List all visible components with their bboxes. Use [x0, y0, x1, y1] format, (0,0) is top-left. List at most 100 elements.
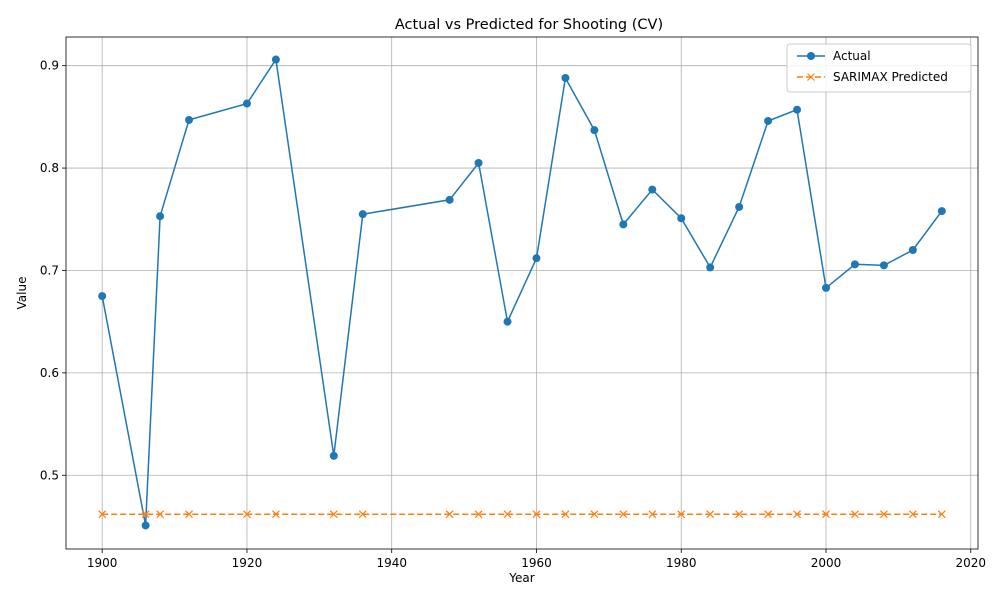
data-point-sarimax-predicted [561, 510, 570, 519]
x-marker-stroke [503, 510, 512, 519]
data-point-sarimax-predicted [793, 510, 801, 519]
x-marker-stroke [851, 510, 859, 519]
x-marker-stroke [271, 510, 280, 519]
data-point-sarimax-predicted [706, 510, 715, 519]
data-point-actual [619, 220, 628, 229]
data-point-sarimax-predicted [185, 510, 193, 519]
legend-marker-actual [807, 52, 815, 60]
data-point-actual [474, 158, 483, 167]
data-point-actual [822, 283, 830, 292]
x-marker-stroke [706, 510, 715, 519]
legend-x-stroke [807, 73, 815, 81]
data-point-actual [185, 115, 194, 124]
data-point-sarimax-predicted [503, 510, 512, 519]
x-marker-stroke [329, 510, 338, 519]
x-marker-stroke [677, 510, 686, 519]
data-point-actual [879, 261, 888, 270]
series-actual [98, 55, 946, 530]
x-marker-stroke [879, 510, 888, 519]
series-sarimax-predicted [98, 510, 946, 519]
x-marker-stroke [445, 510, 454, 519]
data-point-sarimax-predicted [735, 510, 744, 519]
grid-lines [66, 37, 978, 549]
x-marker-stroke [648, 510, 657, 519]
y-axis-label: Value [15, 277, 29, 310]
x-axis-label: Year [508, 571, 534, 585]
x-marker-stroke [793, 510, 801, 519]
x-tick-label: 1920 [232, 556, 263, 570]
data-point-actual [648, 185, 657, 194]
x-tick-label: 2020 [955, 556, 986, 570]
data-point-actual [908, 245, 917, 254]
x-tick-label: 2000 [811, 556, 842, 570]
data-point-sarimax-predicted [677, 510, 686, 519]
x-marker-stroke [590, 510, 599, 519]
data-point-actual [937, 207, 946, 216]
data-point-sarimax-predicted [648, 510, 657, 519]
data-point-sarimax-predicted [329, 510, 338, 519]
data-point-actual [850, 260, 859, 269]
x-marker-stroke [358, 510, 367, 519]
y-tick-label: 0.8 [40, 161, 59, 175]
data-point-sarimax-predicted [851, 510, 859, 519]
data-point-actual [706, 263, 715, 272]
data-point-sarimax-predicted [358, 510, 367, 519]
y-tick-label: 0.6 [40, 366, 59, 380]
data-point-actual [735, 202, 744, 211]
data-point-actual [764, 116, 773, 125]
data-point-actual [503, 317, 512, 326]
x-axis: 1900 1920 1940 1960 1980 2000 2020 [87, 549, 986, 570]
data-point-sarimax-predicted [445, 510, 454, 519]
data-point-sarimax-predicted [474, 510, 483, 519]
y-axis: 0.5 0.6 0.7 0.8 0.9 [40, 59, 66, 482]
x-marker-stroke [98, 510, 107, 519]
y-tick-label: 0.9 [40, 59, 59, 73]
plot-area-frame [65, 36, 979, 550]
chart-title: Actual vs Predicted for Shooting (CV) [395, 17, 663, 33]
data-point-sarimax-predicted [908, 510, 917, 519]
data-point-actual [329, 451, 338, 460]
data-point-actual [271, 55, 280, 64]
x-marker-stroke [474, 510, 483, 519]
data-point-actual [156, 212, 165, 221]
data-point-sarimax-predicted [764, 510, 773, 519]
data-point-sarimax-predicted [879, 510, 888, 519]
x-tick-label: 1940 [376, 556, 407, 570]
x-marker-stroke [908, 510, 917, 519]
data-point-actual [677, 214, 686, 223]
x-marker-stroke [619, 510, 628, 519]
data-point-sarimax-predicted [156, 510, 165, 519]
x-tick-label: 1980 [666, 556, 697, 570]
series-line-actual [101, 57, 943, 526]
x-tick-label: 1900 [87, 556, 118, 570]
legend-label-predicted: SARIMAX Predicted [833, 70, 948, 84]
x-marker-stroke [764, 510, 773, 519]
y-tick-label: 0.5 [40, 468, 59, 482]
x-marker-stroke [185, 510, 193, 519]
x-marker-stroke [735, 510, 744, 519]
data-point-actual [793, 105, 802, 114]
series-layer [98, 55, 946, 530]
data-point-sarimax-predicted [619, 510, 628, 519]
data-point-actual [590, 126, 599, 135]
x-marker-stroke [937, 510, 946, 519]
data-point-actual [98, 292, 107, 301]
data-point-actual [141, 521, 150, 530]
data-point-actual [445, 195, 454, 204]
data-point-sarimax-predicted [141, 510, 150, 519]
x-marker-stroke [822, 510, 830, 519]
legend: Actual SARIMAX Predicted [786, 43, 972, 93]
data-point-sarimax-predicted [937, 510, 946, 519]
x-marker-stroke [561, 510, 570, 519]
data-point-sarimax-predicted [243, 510, 251, 519]
data-point-sarimax-predicted [98, 510, 107, 519]
x-marker-stroke [156, 510, 165, 519]
legend-label-actual: Actual [833, 49, 871, 63]
data-point-actual [358, 210, 367, 219]
x-marker-stroke [243, 510, 251, 519]
data-point-sarimax-predicted [271, 510, 280, 519]
legend-marker-predicted [807, 73, 815, 81]
data-point-sarimax-predicted [532, 510, 541, 519]
